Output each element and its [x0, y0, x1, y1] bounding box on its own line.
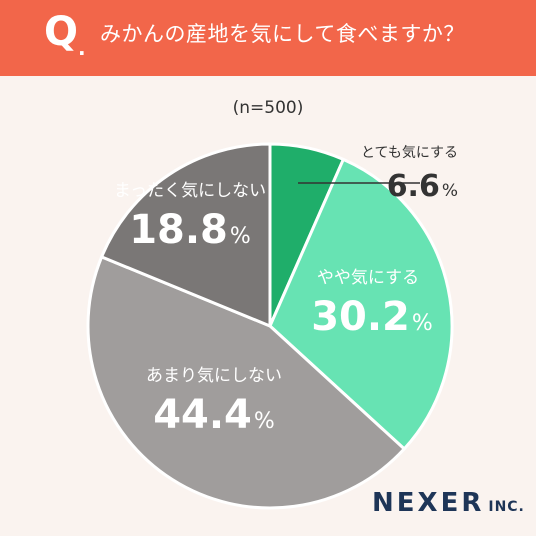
slice-label-3: あまり気にしない	[146, 366, 282, 386]
brand-logo: NEXER INC.	[372, 488, 525, 518]
slice-value-number-3: 44.4	[153, 392, 252, 438]
slice-value-unit-2: %	[412, 311, 433, 336]
slice-value-unit-1: %	[442, 181, 458, 201]
slice-value-unit-3: %	[254, 409, 275, 434]
slice-value-number-1: 6.6	[387, 169, 440, 204]
brand-name: NEXER	[372, 488, 485, 518]
pie-slice-3	[86, 255, 406, 510]
brand-suffix: INC.	[488, 499, 525, 515]
sample-size: (n=500)	[232, 98, 304, 118]
q-mark: Q	[44, 9, 79, 55]
slice-value-3: 44.4%	[153, 392, 275, 438]
slice-label-1: とても気にする	[361, 145, 458, 161]
slice-value-1: 6.6%	[387, 169, 458, 204]
slice-value-unit-4: %	[230, 224, 251, 249]
slice-value-number-4: 18.8	[129, 207, 228, 253]
question-text: みかんの産地を気にして食べますか？	[100, 22, 465, 46]
slice-value-2: 30.2%	[311, 294, 433, 340]
question-header: Q . みかんの産地を気にして食べますか？	[0, 0, 536, 76]
pie-slice-2	[268, 157, 454, 451]
slice-label-2: やや気にする	[317, 268, 419, 288]
slice-value-4: 18.8%	[129, 207, 251, 253]
slice-label-4: まったく気にしない	[114, 181, 266, 201]
slice-value-number-2: 30.2	[311, 294, 410, 340]
pie-slice-4	[100, 142, 272, 328]
q-dot: .	[78, 36, 86, 60]
